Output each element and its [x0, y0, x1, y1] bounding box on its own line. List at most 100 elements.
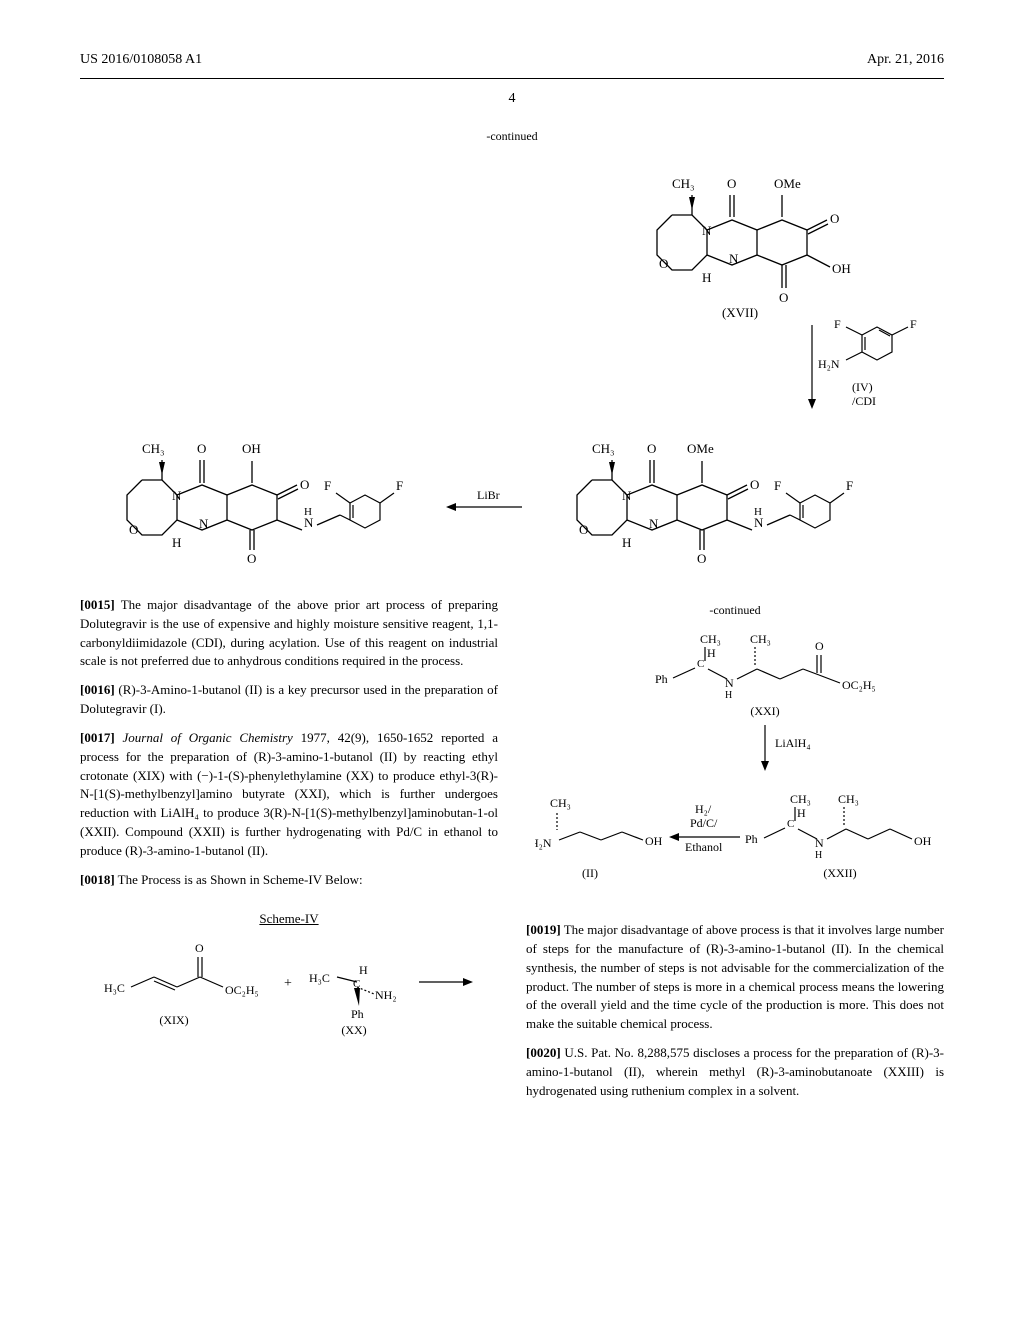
- g-h-l0: H: [304, 506, 312, 518]
- para-num: [0020]: [526, 1045, 561, 1060]
- scheme-top-figure: CH₃ O OMe O OH O O N N H (XVII) F F: [80, 155, 944, 571]
- para-text: (R)-3-Amino-1-butanol (II) is a key prec…: [80, 682, 498, 716]
- right-column: -continued CH₃ CH₃ O Ph C H: [526, 596, 944, 1111]
- g-ome-r: OMe: [687, 441, 714, 456]
- g-f-r1: F: [774, 478, 781, 493]
- s4-oc2h5: OC₂H₅: [225, 983, 259, 997]
- group-oh: OH: [832, 261, 851, 276]
- s4-h-2b: H: [725, 690, 732, 701]
- para-num: [0018]: [80, 872, 115, 887]
- s4-c-2: C: [697, 658, 704, 670]
- continued-label-right: -continued: [526, 602, 944, 619]
- s4-xix: (XIX): [159, 1013, 188, 1027]
- s4-n-3: N: [815, 836, 824, 850]
- group-n2: N: [729, 251, 739, 266]
- s4-ch3-b: CH₃: [750, 632, 771, 646]
- g-o-ring-r: O: [579, 522, 588, 537]
- scheme-iv-figure-2: CH₃ CH₃ O Ph C H N H: [526, 625, 944, 921]
- patent-date: Apr. 21, 2016: [867, 50, 944, 70]
- para-0015: [0015] The major disadvantage of the abo…: [80, 596, 498, 671]
- para-num: [0019]: [526, 922, 561, 937]
- para-0020: [0020] U.S. Pat. No. 8,288,575 discloses…: [526, 1044, 944, 1101]
- g-o-l: O: [197, 441, 206, 456]
- s4-n-2: N: [725, 676, 734, 690]
- group-o2: O: [830, 211, 839, 226]
- para-text-a: [115, 730, 123, 745]
- g-f-r2: F: [846, 478, 853, 493]
- s4-ph-2: Ph: [655, 672, 668, 686]
- header-rule: [80, 78, 944, 79]
- s4-xxii: (XXII): [823, 866, 856, 880]
- g-f-l2: F: [396, 478, 403, 493]
- scheme-iv-figure-1: Scheme-IV H₃C O OC₂H₅ (XIX) +: [80, 910, 498, 1049]
- s4-ch3-a: CH₃: [700, 632, 721, 646]
- group-h: H: [702, 270, 711, 285]
- g-o-l2: O: [300, 477, 309, 492]
- g-h-r: H: [622, 535, 631, 550]
- s4-plus: +: [284, 976, 292, 991]
- group-ch3: CH₃: [672, 176, 695, 191]
- para-text: U.S. Pat. No. 8,288,575 discloses a proc…: [526, 1045, 944, 1098]
- s4-lialh4: LiAlH₄: [775, 736, 811, 750]
- group-n: N: [702, 223, 712, 238]
- s4-ph-3: Ph: [745, 832, 758, 846]
- patent-number: US 2016/0108058 A1: [80, 50, 202, 70]
- s4-oh-1: OH: [645, 834, 663, 848]
- s4-oh-2: OH: [914, 834, 932, 848]
- g-n-r2: N: [649, 516, 659, 531]
- para-num: [0017]: [80, 730, 115, 745]
- continued-label-top: -continued: [80, 128, 944, 145]
- s4-ch3-e: CH₃: [838, 792, 859, 806]
- g-n-l2: N: [199, 516, 209, 531]
- para-0016: [0016] (R)-3-Amino-1-butanol (II) is a k…: [80, 681, 498, 719]
- group-o4: O: [659, 256, 668, 271]
- s4-o: O: [195, 941, 204, 955]
- g-o-r: O: [647, 441, 656, 456]
- g-h-r0: H: [754, 506, 762, 518]
- g-ch3-l: CH₃: [142, 441, 165, 456]
- s4-oc2h5-2: OC₂H₅: [842, 678, 876, 692]
- compound-iv-label: (IV): [852, 380, 873, 394]
- s4-ch3-c: CH₃: [550, 796, 571, 810]
- group-ome: OMe: [774, 176, 801, 191]
- s4-xx: (XX): [341, 1023, 366, 1037]
- s4-h3c-2: H₃C: [309, 971, 330, 985]
- group-f2: F: [910, 317, 917, 331]
- group-o3: O: [779, 290, 788, 305]
- group-o: O: [727, 176, 736, 191]
- s4-ch3-d: CH₃: [790, 792, 811, 806]
- page-number: 4: [80, 89, 944, 109]
- para-text: The major disadvantage of the above prio…: [80, 597, 498, 669]
- g-o-ring-l: O: [129, 522, 138, 537]
- s4-ethanol: Ethanol: [685, 840, 723, 854]
- g-oh-l: OH: [242, 441, 261, 456]
- para-text-b: 1977, 42(9), 1650-1652 reported a proces…: [80, 730, 498, 858]
- s4-h: H: [359, 963, 368, 977]
- group-f1: F: [834, 317, 841, 331]
- para-0019: [0019] The major disadvantage of above p…: [526, 921, 944, 1034]
- compound-xvii-label: (XVII): [722, 305, 758, 320]
- reagent-libr: LiBr: [477, 488, 500, 502]
- s4-h2: H₂/: [695, 802, 712, 816]
- para-num: [0016]: [80, 682, 115, 697]
- g-ch3-r: CH₃: [592, 441, 615, 456]
- page-header: US 2016/0108058 A1 Apr. 21, 2016: [80, 50, 944, 70]
- s4-h-2: H: [707, 646, 716, 660]
- scheme-iv-label: Scheme-IV: [80, 910, 498, 929]
- g-n-l: N: [172, 488, 182, 503]
- s4-h-3: H: [797, 806, 806, 820]
- s4-o-2: O: [815, 639, 824, 653]
- s4-pdc: Pd/C/: [690, 816, 718, 830]
- g-o-r3: O: [697, 551, 706, 565]
- group-h2n: H₂N: [818, 357, 840, 371]
- journal-italic: Journal of Organic Chemistry: [123, 730, 293, 745]
- s4-ii: (II): [582, 866, 598, 880]
- g-o-l3: O: [247, 551, 256, 565]
- s4-h-3b: H: [815, 850, 822, 861]
- para-text: The Process is as Shown in Scheme-IV Bel…: [115, 872, 363, 887]
- s4-nh2: NH₂: [375, 988, 397, 1002]
- s4-h3c: H₃C: [104, 981, 125, 995]
- left-column: [0015] The major disadvantage of the abo…: [80, 596, 498, 1049]
- g-f-l1: F: [324, 478, 331, 493]
- para-0017: [0017] Journal of Organic Chemistry 1977…: [80, 729, 498, 861]
